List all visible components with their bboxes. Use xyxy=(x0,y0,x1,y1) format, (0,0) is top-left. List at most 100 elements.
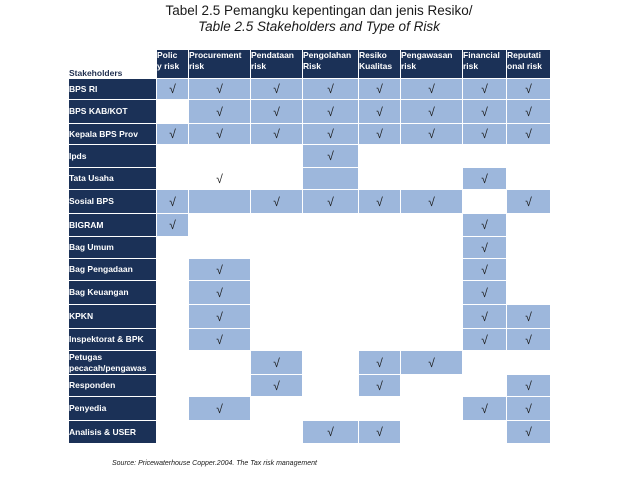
risk-cell: √ xyxy=(250,350,303,375)
checkmark-icon: √ xyxy=(525,82,532,96)
risk-cell xyxy=(462,350,507,375)
checkmark-icon: √ xyxy=(525,425,532,439)
risk-cell: √ xyxy=(188,123,251,145)
checkmark-icon: √ xyxy=(428,355,435,370)
risk-cell xyxy=(302,236,359,259)
column-header-line: Pengawasan xyxy=(401,50,453,60)
table-body: BPS RI √ √ √ √ √ √ √ √ BPS KAB/KOT √ √ √ √ √ √ √ Kepala B… xyxy=(68,78,551,444)
risk-cell: √ xyxy=(462,213,507,237)
risk-cell xyxy=(188,236,251,259)
risk-cell xyxy=(156,99,189,124)
risk-cell xyxy=(250,396,303,421)
table-row: Tata Usaha √ √ xyxy=(68,167,551,190)
risk-cell xyxy=(188,213,251,237)
checkmark-icon: √ xyxy=(525,401,532,416)
column-header-line: risk xyxy=(251,60,267,71)
stakeholders-header: Stakeholders xyxy=(68,49,157,79)
risk-cell xyxy=(400,144,463,168)
risk-cell: √ xyxy=(250,189,303,214)
risk-cell xyxy=(156,304,189,329)
risk-cell: √ xyxy=(156,213,189,237)
table-row: BIGRAM √ √ xyxy=(68,213,551,237)
checkmark-icon: √ xyxy=(481,240,488,255)
column-header-line: Pendataan xyxy=(251,50,294,60)
risk-cell xyxy=(156,258,189,281)
risk-cell xyxy=(506,167,551,190)
table-row: Responden √ √ √ xyxy=(68,374,551,397)
checkmark-icon: √ xyxy=(481,332,488,347)
risk-cell xyxy=(400,328,463,351)
table-row: Inspektorat & BPK √ √ √ xyxy=(68,328,551,351)
checkmark-icon: √ xyxy=(216,332,223,347)
risk-cell xyxy=(250,144,303,168)
stakeholder-label-line: Petugas xyxy=(69,352,103,362)
stakeholder-risk-table: Stakeholders Polic y risk Procurement risk P… xyxy=(68,49,551,444)
checkmark-icon: √ xyxy=(327,127,334,141)
checkmark-icon: √ xyxy=(525,104,532,119)
stakeholder-label: Inspektorat & BPK xyxy=(68,328,157,351)
column-header-line: Reputati xyxy=(507,50,541,60)
table-row: Kepala BPS Prov √ √ √ √ √ √ √ √ xyxy=(68,123,551,145)
risk-cell xyxy=(188,144,251,168)
stakeholder-label: Bag Umum xyxy=(68,236,157,259)
risk-cell xyxy=(188,189,251,214)
risk-cell xyxy=(506,258,551,281)
risk-cell xyxy=(302,374,359,397)
header-row: Stakeholders Polic y risk Procurement risk P… xyxy=(68,49,551,79)
risk-cell xyxy=(400,236,463,259)
table-row: Bag Keuangan √ √ xyxy=(68,280,551,305)
risk-cell: √ xyxy=(462,123,507,145)
risk-cell: √ xyxy=(462,328,507,351)
risk-cell: √ xyxy=(188,328,251,351)
table-row: Bag Umum √ xyxy=(68,236,551,259)
table-row: KPKN √ √ √ xyxy=(68,304,551,329)
risk-cell xyxy=(462,374,507,397)
checkmark-icon: √ xyxy=(376,425,383,439)
checkmark-icon: √ xyxy=(273,194,280,209)
checkmark-icon: √ xyxy=(216,104,223,119)
risk-cell: √ xyxy=(188,304,251,329)
checkmark-icon: √ xyxy=(428,194,435,209)
stakeholder-label: Bag Keuangan xyxy=(68,280,157,305)
risk-cell: √ xyxy=(156,189,189,214)
checkmark-icon: √ xyxy=(481,262,488,277)
risk-cell: √ xyxy=(188,280,251,305)
stakeholder-label: BPS KAB/KOT xyxy=(68,99,157,124)
risk-cell xyxy=(400,167,463,190)
column-header-line: Resiko xyxy=(359,50,387,60)
checkmark-icon: √ xyxy=(525,332,532,347)
column-header: Procurement risk xyxy=(188,49,251,79)
risk-cell xyxy=(400,213,463,237)
risk-cell xyxy=(506,144,551,168)
table-row: Sosial BPS √ √ √ √ √ √ xyxy=(68,189,551,214)
risk-cell xyxy=(250,167,303,190)
stakeholder-label-line: Bag Umum xyxy=(69,242,114,253)
stakeholder-label: Sosial BPS xyxy=(68,189,157,214)
risk-cell: √ xyxy=(358,189,401,214)
risk-cell xyxy=(506,213,551,237)
column-header-line: Risk xyxy=(303,60,321,71)
risk-cell xyxy=(358,167,401,190)
risk-cell: √ xyxy=(400,78,463,100)
stakeholder-label: Ipds xyxy=(68,144,157,168)
risk-cell xyxy=(250,258,303,281)
risk-cell xyxy=(358,304,401,329)
risk-cell xyxy=(156,280,189,305)
checkmark-icon: √ xyxy=(376,82,383,96)
stakeholder-label-line: Tata Usaha xyxy=(69,173,114,184)
risk-cell xyxy=(400,304,463,329)
stakeholder-label: Responden xyxy=(68,374,157,397)
risk-cell: √ xyxy=(250,78,303,100)
column-header: Pengolahan Risk xyxy=(302,49,359,79)
risk-cell: √ xyxy=(188,258,251,281)
stakeholder-label-line: Bag Keuangan xyxy=(69,287,129,298)
risk-cell xyxy=(156,144,189,168)
stakeholder-label: Penyedia xyxy=(68,396,157,421)
risk-cell: √ xyxy=(358,78,401,100)
risk-cell: √ xyxy=(358,350,401,375)
column-header-line: Kualitas xyxy=(359,60,393,71)
risk-cell: √ xyxy=(188,78,251,100)
risk-cell: √ xyxy=(188,396,251,421)
risk-cell xyxy=(302,258,359,281)
checkmark-icon: √ xyxy=(428,104,435,119)
